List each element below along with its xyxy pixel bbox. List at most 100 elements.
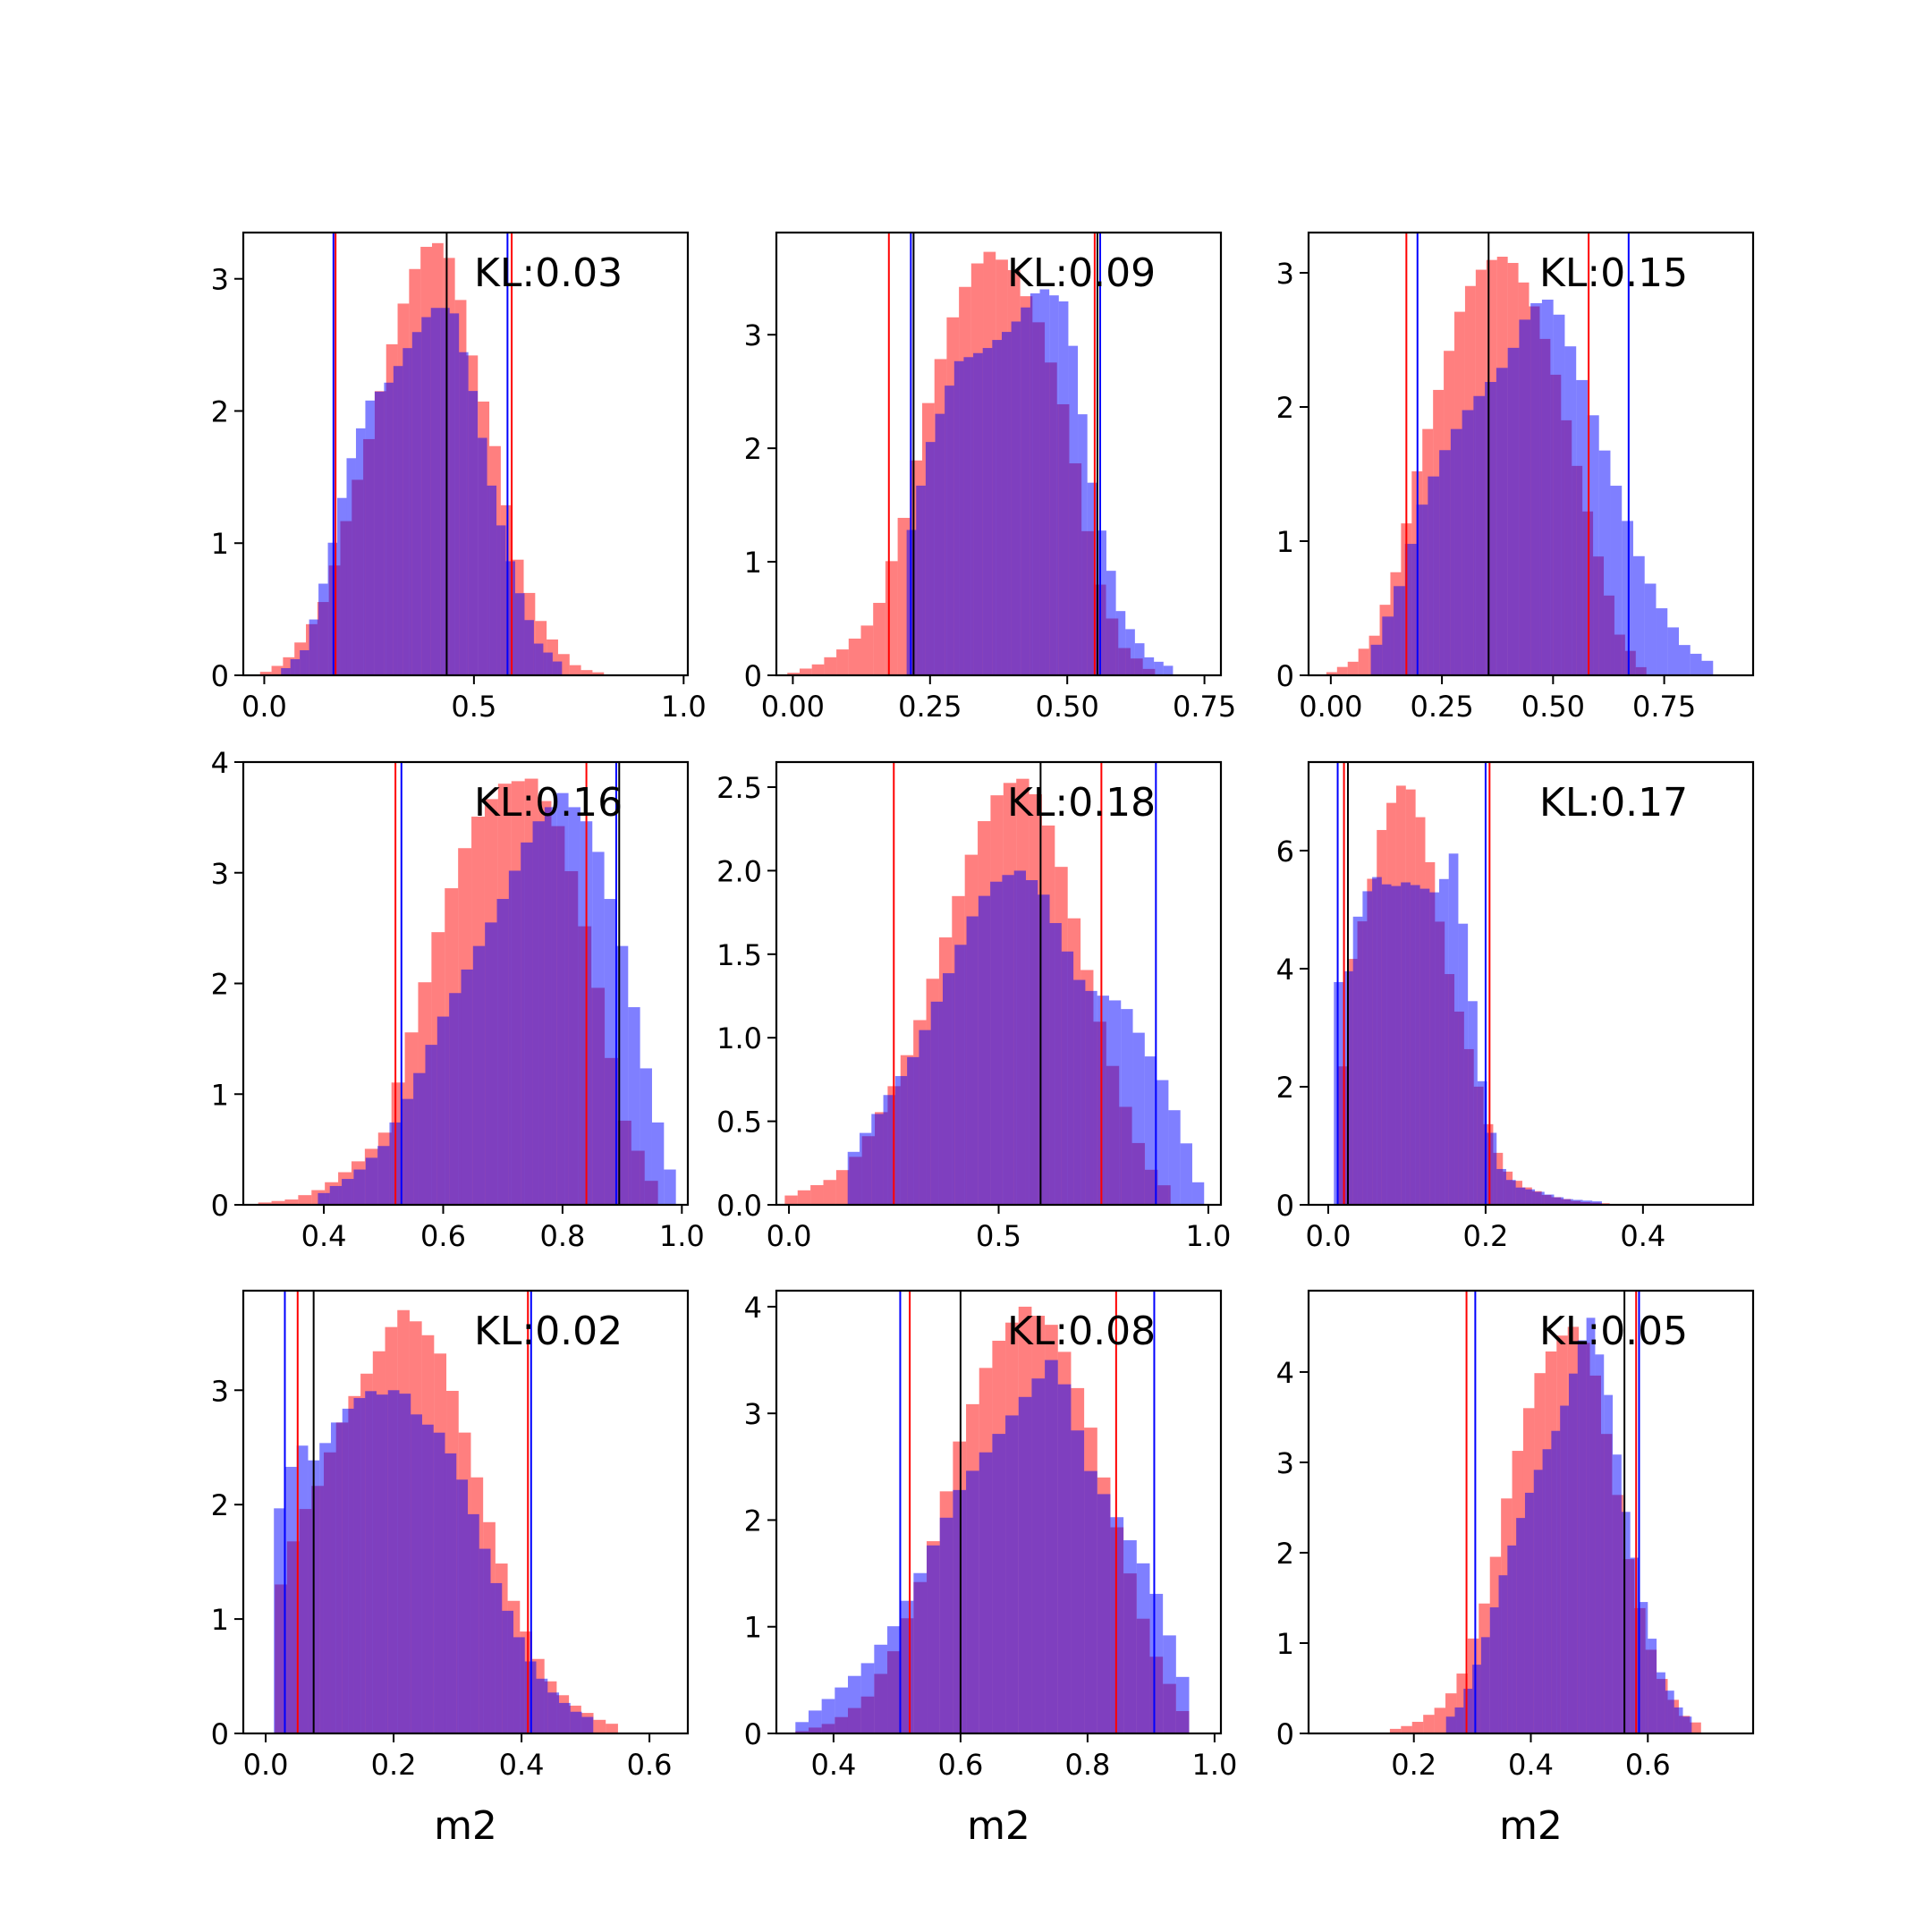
red-histogram-bar xyxy=(835,1170,850,1205)
y-tick-label: 3 xyxy=(744,1397,762,1431)
blue-histogram-bar xyxy=(1061,951,1074,1205)
blue-histogram-bar xyxy=(413,1072,426,1205)
blue-histogram-bar xyxy=(1334,981,1343,1205)
blue-histogram-bar xyxy=(1144,657,1155,675)
blue-histogram-bar xyxy=(318,1192,330,1205)
blue-histogram-bar xyxy=(1679,645,1690,675)
blue-histogram-bar xyxy=(883,1095,895,1205)
x-tick-label: 1.0 xyxy=(1191,1748,1237,1782)
x-axis-label: m2 xyxy=(1499,1803,1563,1849)
x-tick-label: 0.2 xyxy=(371,1748,417,1782)
blue-histogram-bar xyxy=(1087,482,1097,675)
x-tick-label: 0.2 xyxy=(1391,1748,1436,1782)
blue-histogram-bar xyxy=(281,668,291,675)
red-histogram-bar xyxy=(1401,1725,1412,1733)
y-tick-label: 2 xyxy=(211,394,229,428)
y-tick-label: 4 xyxy=(211,746,229,780)
blue-histogram-bar xyxy=(468,391,479,675)
blue-histogram-bar xyxy=(1121,1009,1133,1205)
blue-histogram-bar xyxy=(472,945,486,1205)
blue-histogram-bar xyxy=(479,1548,491,1733)
red-histogram-bar xyxy=(592,672,605,675)
blue-histogram-bar xyxy=(1473,395,1486,675)
blue-histogram-bar xyxy=(919,1030,931,1205)
blue-histogram-bar xyxy=(1021,307,1030,675)
blue-histogram-bar xyxy=(1410,885,1420,1205)
x-tick-label: 0.6 xyxy=(1625,1748,1671,1782)
blue-histogram-bar xyxy=(1480,1637,1490,1733)
blue-histogram-bar xyxy=(1011,321,1021,675)
blue-histogram-bar xyxy=(1419,888,1430,1205)
blue-histogram-bar xyxy=(342,1179,354,1205)
blue-histogram-bar xyxy=(978,895,991,1205)
blue-histogram-bar xyxy=(342,1408,354,1733)
blue-histogram-bar xyxy=(496,525,506,675)
kl-divergence-label: KL:0.05 xyxy=(1539,1309,1688,1354)
blue-histogram-bar xyxy=(935,413,945,675)
blue-histogram-bar xyxy=(1180,1143,1192,1205)
blue-histogram-bar xyxy=(1454,1707,1464,1733)
red-histogram-bar xyxy=(271,1200,285,1205)
blue-histogram-bar xyxy=(1604,1394,1614,1733)
blue-histogram-bar xyxy=(1496,368,1508,675)
blue-histogram-bar xyxy=(570,1711,582,1733)
blue-histogram-bar xyxy=(425,1045,437,1205)
blue-histogram-bar xyxy=(1516,1518,1525,1733)
x-tick-label: 0.0 xyxy=(243,1748,289,1782)
red-histogram-bar xyxy=(860,625,874,675)
y-tick-label: 2 xyxy=(744,1504,762,1538)
blue-histogram-series xyxy=(281,308,563,675)
y-tick-label: 3 xyxy=(1276,257,1294,291)
blue-histogram-bar xyxy=(1057,1384,1072,1733)
blue-histogram-bar xyxy=(329,1185,343,1205)
x-tick-label: 0.0 xyxy=(242,690,287,724)
blue-histogram-bar xyxy=(1084,1470,1097,1733)
blue-histogram-series xyxy=(795,1360,1190,1733)
red-histogram-bar xyxy=(1690,1722,1701,1733)
blue-histogram-bar xyxy=(1352,916,1363,1205)
blue-histogram-bar xyxy=(508,870,521,1205)
blue-histogram-bar xyxy=(1639,1602,1648,1733)
blue-histogram-bar xyxy=(374,391,385,675)
y-tick-label: 0 xyxy=(744,1717,762,1751)
blue-histogram-bar xyxy=(907,1056,919,1205)
blue-histogram-bar xyxy=(1030,292,1040,675)
y-tick-label: 4 xyxy=(1276,1356,1294,1390)
blue-histogram-bar xyxy=(1018,1396,1032,1733)
x-tick-label: 0.25 xyxy=(1410,690,1473,724)
blue-histogram-bar xyxy=(992,340,1002,675)
blue-histogram-bar xyxy=(568,807,580,1205)
y-tick-label: 3 xyxy=(744,318,762,352)
x-tick-label: 1.0 xyxy=(659,1219,705,1253)
plot-area xyxy=(1389,1291,1701,1733)
blue-histogram-bar xyxy=(615,945,629,1205)
y-tick-label: 3 xyxy=(211,1374,229,1408)
kl-divergence-label: KL:0.18 xyxy=(1007,780,1156,826)
blue-histogram-bar xyxy=(502,1610,514,1733)
y-tick-label: 4 xyxy=(1276,953,1294,987)
red-histogram-bar xyxy=(823,1180,836,1205)
blue-histogram-bar xyxy=(1463,1689,1473,1733)
blue-histogram-bar xyxy=(1068,345,1079,675)
red-histogram-bar xyxy=(1434,1707,1446,1733)
blue-histogram-bar xyxy=(1108,1000,1122,1205)
blue-histogram-bar xyxy=(1058,301,1069,675)
y-tick-label: 2.0 xyxy=(716,854,762,888)
blue-histogram-bar xyxy=(1553,314,1565,675)
red-histogram-bar xyxy=(873,603,886,675)
blue-histogram-bar xyxy=(353,1398,366,1733)
plot-area xyxy=(784,762,1205,1205)
x-tick-label: 0.4 xyxy=(499,1748,545,1782)
x-tick-label: 1.0 xyxy=(1185,1219,1231,1253)
blue-histogram-bar xyxy=(552,661,563,675)
blue-histogram-bar xyxy=(1701,660,1714,675)
blue-histogram-bar xyxy=(319,1443,331,1733)
blue-histogram-series xyxy=(847,870,1205,1205)
blue-histogram-bar xyxy=(1401,882,1411,1205)
x-tick-label: 0.6 xyxy=(627,1748,673,1782)
blue-histogram-bar xyxy=(1487,1132,1497,1205)
plot-area xyxy=(787,233,1174,675)
blue-histogram-bar xyxy=(913,1572,928,1733)
blue-histogram-bar xyxy=(963,357,974,675)
plot-area xyxy=(258,762,676,1205)
